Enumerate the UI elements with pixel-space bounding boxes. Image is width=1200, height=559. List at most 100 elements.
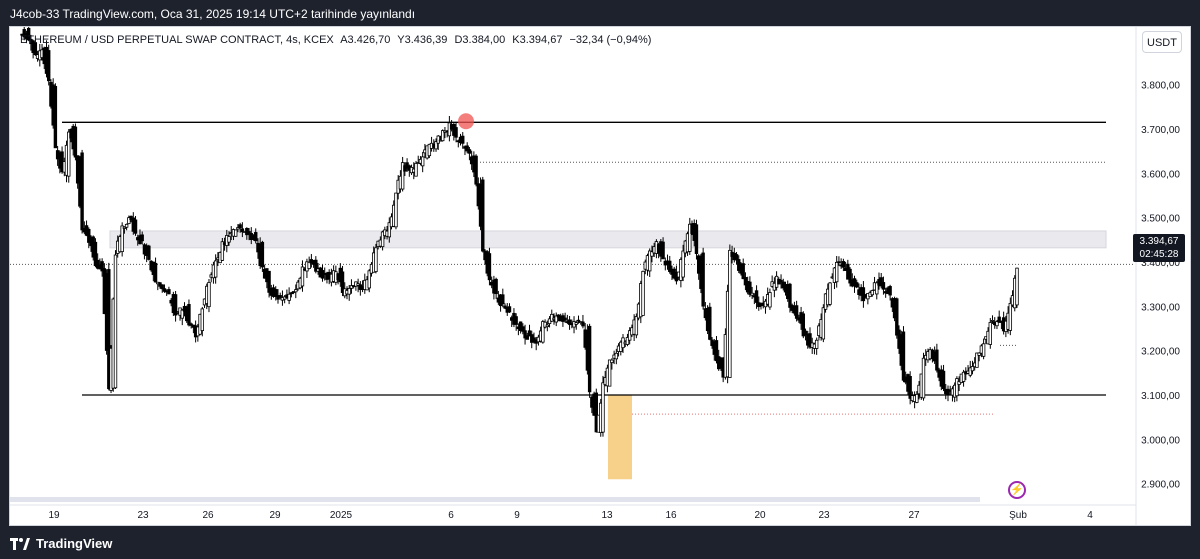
candle-body <box>124 223 129 228</box>
candle-body <box>781 281 785 289</box>
candle-body <box>213 260 218 278</box>
lightning-icon[interactable]: ⚡ <box>1008 481 1026 499</box>
candle-body <box>187 303 191 326</box>
candle-body <box>554 315 558 323</box>
low-value: D3.384,00 <box>454 34 506 46</box>
y-tick-label: 3.600,00 <box>1141 169 1180 180</box>
bar-countdown: 02:45:28 <box>1139 249 1179 260</box>
candle-body <box>347 287 351 295</box>
footer-bar: TradingView <box>0 527 1200 559</box>
candle-body <box>523 330 527 339</box>
candle-body <box>990 320 995 322</box>
candle-body <box>955 378 959 397</box>
change-value: −32,34 (−0,94%) <box>569 34 652 46</box>
candle-body <box>550 313 554 322</box>
x-tick-label: 9 <box>514 510 520 521</box>
y-tick-label: 3.200,00 <box>1141 347 1180 358</box>
candle-body <box>576 319 581 322</box>
x-tick-label: 26 <box>202 510 214 521</box>
price-chart[interactable]: 2.900,00 3.000,00 3.100,00 3.200,00 3.300,00… <box>10 27 1190 525</box>
candle-body <box>748 281 752 295</box>
candle-body <box>53 85 58 149</box>
candle-body <box>961 371 966 382</box>
candle-body <box>33 42 38 56</box>
candle-body <box>750 292 754 296</box>
x-tick-label: 27 <box>908 510 920 521</box>
candle-body <box>521 326 525 332</box>
candle-body <box>67 131 71 177</box>
highlight-box <box>608 395 632 480</box>
candle-body <box>981 343 986 357</box>
candle-body <box>436 135 440 144</box>
candle-body <box>282 296 287 300</box>
candle-body <box>708 306 712 340</box>
candle-body <box>189 323 193 326</box>
candle-body <box>661 241 665 260</box>
candle-body <box>467 149 472 154</box>
candle-body <box>541 321 545 343</box>
candle-body <box>879 277 883 287</box>
candle-body <box>307 261 311 269</box>
candle-body <box>1015 267 1019 306</box>
candle-body <box>788 283 792 308</box>
candle-body <box>801 313 806 337</box>
candle-body <box>935 349 939 371</box>
y-tick-label: 3.300,00 <box>1141 302 1180 313</box>
candle-body <box>73 126 78 158</box>
candle-body <box>314 259 318 272</box>
candle-body <box>427 143 432 157</box>
x-tick-label: 29 <box>269 510 281 521</box>
symbol-name: ETHEREUM / USD PERPETUAL SWAP CONTRACT, … <box>20 34 334 46</box>
x-tick-label: 13 <box>601 510 613 521</box>
candle-body <box>207 282 211 308</box>
candle-body <box>741 263 745 280</box>
tradingview-brand[interactable]: TradingView <box>10 536 112 551</box>
candle-body <box>173 294 178 316</box>
candle-body <box>494 278 498 295</box>
candle-body <box>694 224 699 254</box>
candle-body <box>487 253 492 281</box>
candle-body <box>503 305 507 309</box>
currency-button[interactable]: USDT <box>1142 31 1182 53</box>
candle-body <box>574 322 578 325</box>
candle-body <box>340 271 345 293</box>
candle-body <box>465 145 469 152</box>
candle-body <box>941 370 946 390</box>
candle-body <box>634 316 639 336</box>
candle-body <box>481 179 485 252</box>
candle-body <box>100 261 104 272</box>
candle-body <box>400 162 405 190</box>
candle-body <box>254 232 258 242</box>
candle-body <box>567 319 572 325</box>
candle-body <box>625 337 630 345</box>
candle-body <box>601 382 605 433</box>
candle-body <box>841 261 846 268</box>
candle-body <box>681 250 685 278</box>
candle-body <box>240 228 245 233</box>
y-tick-label: 3.800,00 <box>1141 81 1180 92</box>
candle-body <box>915 393 919 403</box>
candle-body <box>147 245 151 260</box>
y-tick-label: 3.500,00 <box>1141 214 1180 225</box>
candle-body <box>648 250 652 272</box>
candle-body <box>563 317 567 321</box>
candle-body <box>441 130 445 142</box>
candle-body <box>587 325 592 393</box>
candle-body <box>289 292 294 295</box>
candle-body <box>387 222 391 238</box>
candle-body <box>127 217 131 224</box>
candle-body <box>855 282 859 288</box>
x-tick-label: 16 <box>665 510 677 521</box>
candle-body <box>461 135 465 144</box>
candle-body <box>921 357 926 399</box>
candle-body <box>821 307 826 340</box>
candle-body <box>414 162 418 177</box>
candle-body <box>728 249 732 378</box>
y-tick-label: 3.400,00 <box>1141 258 1180 269</box>
x-tick-label: 6 <box>448 510 454 521</box>
candle-body <box>688 223 692 252</box>
candle-body <box>997 316 1001 323</box>
candle-body <box>133 219 138 234</box>
candle-body <box>977 352 981 356</box>
candle-body <box>970 366 975 372</box>
